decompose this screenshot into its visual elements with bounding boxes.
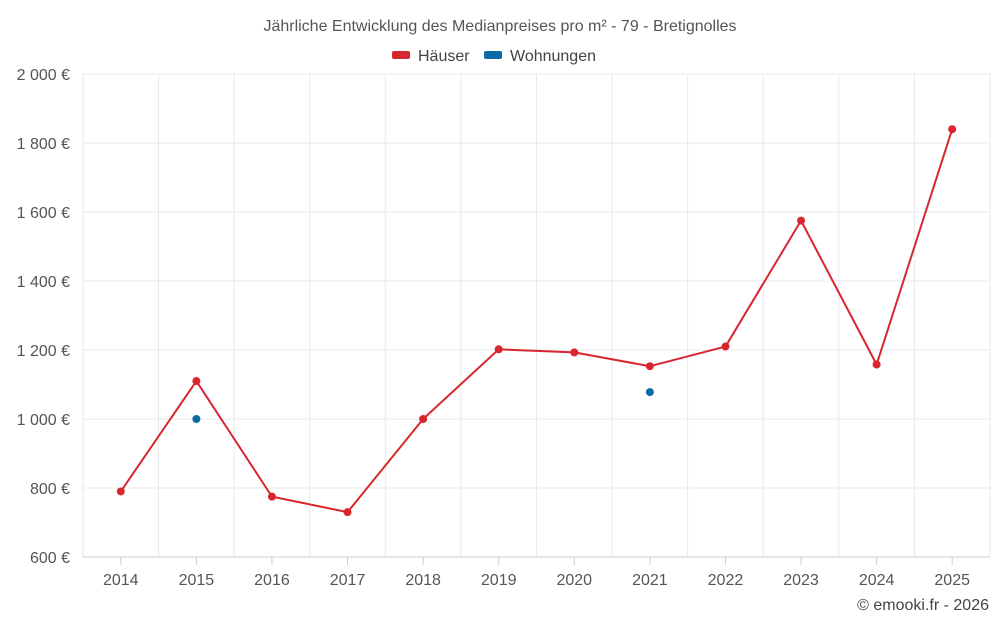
legend-item-wohnungen[interactable]: Wohnungen <box>484 48 596 65</box>
x-tick-label: 2020 <box>556 572 592 589</box>
y-tick-label: 1 600 € <box>17 205 70 222</box>
chart-title: Jährliche Entwicklung des Medianpreises … <box>263 18 736 35</box>
data-point[interactable] <box>267 492 276 501</box>
legend-label-wohnungen: Wohnungen <box>510 48 596 65</box>
y-tick-label: 1 200 € <box>17 343 70 360</box>
grid <box>82 73 991 557</box>
data-point[interactable] <box>192 415 201 423</box>
y-tick-label: 800 € <box>30 481 70 498</box>
x-tick-label: 2019 <box>481 572 517 589</box>
series-haeuser <box>116 125 957 517</box>
x-tick-label: 2015 <box>179 572 215 589</box>
data-point[interactable] <box>116 487 125 496</box>
data-point[interactable] <box>343 508 352 517</box>
y-tick-label: 1 800 € <box>17 136 70 153</box>
series-line <box>119 128 954 514</box>
data-point[interactable] <box>419 415 428 423</box>
x-tick-label: 2025 <box>934 572 970 589</box>
x-tick-label: 2016 <box>254 572 290 589</box>
data-point[interactable] <box>645 362 654 371</box>
x-tick-label: 2017 <box>330 572 366 589</box>
data-point[interactable] <box>192 377 201 386</box>
data-point[interactable] <box>721 342 730 351</box>
y-tick-label: 2 000 € <box>17 67 70 84</box>
x-tick-label: 2018 <box>405 572 441 589</box>
data-point[interactable] <box>872 360 881 369</box>
x-tick-label: 2021 <box>632 572 668 589</box>
plot-area <box>116 125 957 517</box>
x-tick-label: 2022 <box>708 572 744 589</box>
legend-item-haeuser[interactable]: Häuser <box>392 48 470 65</box>
x-tick-label: 2014 <box>103 572 139 589</box>
y-tick-label: 600 € <box>30 550 70 567</box>
data-point[interactable] <box>645 388 654 397</box>
legend-swatch-wohnungen <box>484 51 502 59</box>
legend-swatch-haeuser <box>392 51 410 59</box>
data-point[interactable] <box>948 125 957 134</box>
y-tick-label: 1 000 € <box>17 412 70 429</box>
data-point[interactable] <box>494 345 503 354</box>
credit-text: © emooki.fr - 2026 <box>857 597 989 614</box>
data-point[interactable] <box>797 216 806 225</box>
legend-label-haeuser: Häuser <box>418 48 470 65</box>
x-tick-label: 2024 <box>859 572 895 589</box>
y-tick-label: 1 400 € <box>17 274 70 291</box>
data-point[interactable] <box>570 348 579 357</box>
x-tick-label: 2023 <box>783 572 819 589</box>
y-axis: 600 € 800 € 1 000 € 1 200 € 1 400 € 1 600 € 1 … <box>17 67 70 567</box>
legend: Häuser Wohnungen <box>392 48 596 65</box>
x-axis: 2014 2015 2016 2017 2018 2019 2020 2021 2022 2023… <box>83 556 990 589</box>
series-wohnungen <box>192 388 654 423</box>
